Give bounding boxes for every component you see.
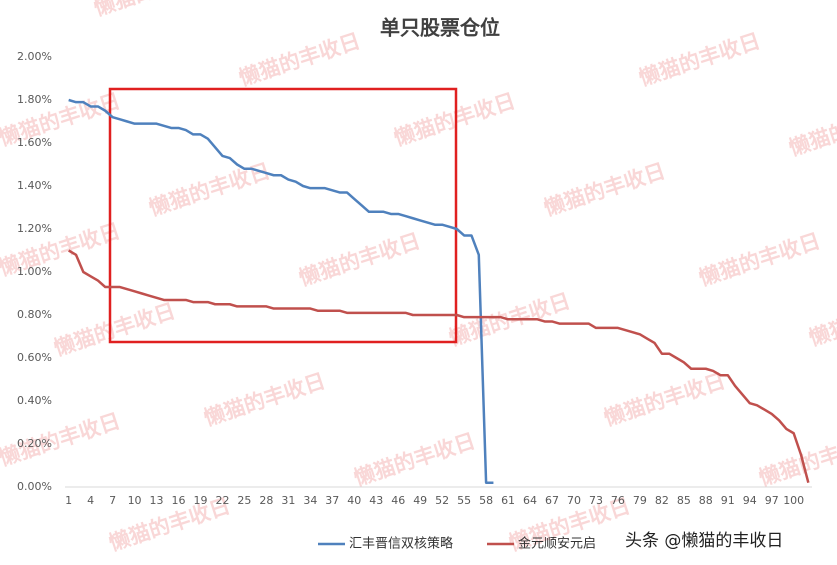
x-tick-label: 67 [545, 494, 559, 507]
x-tick-label: 19 [193, 494, 207, 507]
x-tick-label: 22 [215, 494, 229, 507]
legend-label: 汇丰晋信双核策略 [349, 536, 453, 552]
series-line [68, 249, 810, 484]
source: 头条 @懒猫的丰收日 [625, 531, 783, 551]
series-line [68, 98, 494, 484]
x-tick-label: 13 [150, 494, 164, 507]
x-tick-label: 76 [611, 494, 625, 507]
y-tick-label: 0.20% [17, 437, 52, 450]
y-tick-label: 0.40% [17, 394, 52, 407]
y-tick-label: 0.00% [17, 480, 52, 493]
x-tick-label: 82 [655, 494, 669, 507]
x-tick-label: 25 [237, 494, 251, 507]
x-tick-label: 58 [479, 494, 493, 507]
x-tick-label: 73 [589, 494, 603, 507]
x-tick-label: 4 [87, 494, 94, 507]
x-tick-label: 79 [633, 494, 647, 507]
legend-label: 金元顺安元启 [518, 536, 596, 552]
y-tick-label: 1.00% [17, 265, 52, 278]
x-tick-label: 31 [281, 494, 295, 507]
y-tick-label: 0.60% [17, 351, 52, 364]
y-tick-label: 1.20% [17, 222, 52, 235]
y-tick-label: 1.40% [17, 179, 52, 192]
x-tick-label: 55 [457, 494, 471, 507]
x-tick-label: 97 [765, 494, 779, 507]
x-tick-label: 70 [567, 494, 581, 507]
y-tick-label: 1.60% [17, 136, 52, 149]
y-tick-label: 0.80% [17, 308, 52, 321]
x-tick-label: 1 [65, 494, 72, 507]
x-tick-label: 88 [699, 494, 713, 507]
x-tick-label: 49 [413, 494, 427, 507]
x-tick-label: 46 [391, 494, 405, 507]
x-tick-label: 40 [347, 494, 361, 507]
x-tick-label: 43 [369, 494, 383, 507]
y-tick-label: 1.80% [17, 93, 52, 106]
highlight-box [108, 87, 458, 344]
x-tick-label: 16 [172, 494, 186, 507]
x-tick-label: 34 [303, 494, 317, 507]
x-tick-label: 52 [435, 494, 449, 507]
x-tick-label: 28 [259, 494, 273, 507]
x-tick-label: 94 [743, 494, 757, 507]
x-tick-label: 7 [109, 494, 116, 507]
x-tick-label: 61 [501, 494, 515, 507]
x-tick-label: 64 [523, 494, 537, 507]
chart-title: 单只股票仓位 [380, 16, 500, 40]
x-tick-label: 37 [325, 494, 339, 507]
x-tick-label: 91 [721, 494, 735, 507]
x-tick-label: 10 [128, 494, 142, 507]
y-tick-label: 2.00% [17, 50, 52, 63]
x-tick-label: 85 [677, 494, 691, 507]
x-tick-label: 100 [783, 494, 804, 507]
